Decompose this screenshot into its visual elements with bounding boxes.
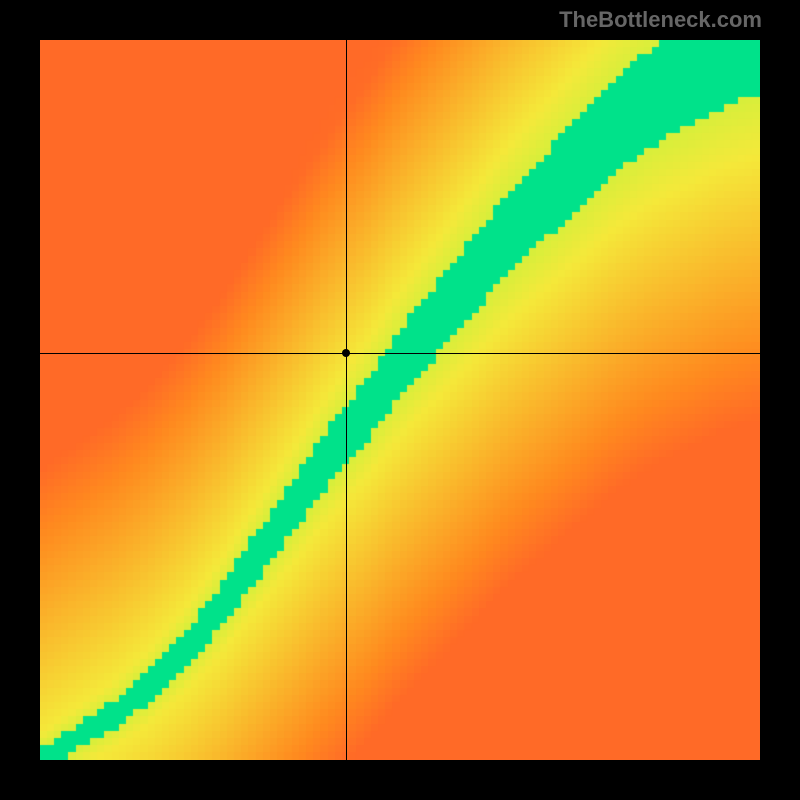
crosshair-vertical: [346, 40, 347, 760]
marker-point: [342, 349, 350, 357]
watermark-text: TheBottleneck.com: [559, 7, 762, 33]
plot-area: [40, 40, 760, 760]
heatmap-canvas: [40, 40, 760, 760]
chart-outer: TheBottleneck.com: [0, 0, 800, 800]
crosshair-horizontal: [40, 353, 760, 354]
